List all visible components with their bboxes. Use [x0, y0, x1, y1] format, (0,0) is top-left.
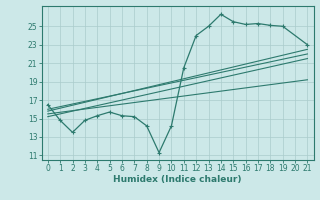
X-axis label: Humidex (Indice chaleur): Humidex (Indice chaleur) [113, 175, 242, 184]
